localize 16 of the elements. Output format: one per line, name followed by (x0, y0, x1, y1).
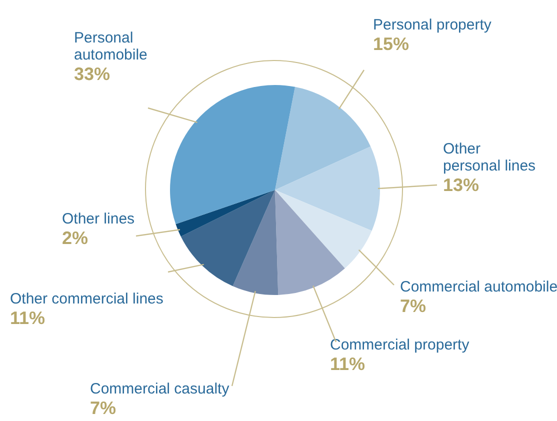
data-label: 11% (10, 308, 46, 328)
data-label: 7% (400, 296, 426, 316)
slice-label: Personal automobile (74, 30, 148, 64)
slice-label: Personal property (373, 16, 492, 34)
data-label: 2% (62, 228, 88, 248)
data-label: 15% (373, 34, 410, 54)
data-label: 7% (90, 398, 116, 418)
slice-label: Other lines (62, 210, 135, 228)
slice-label: Other personal lines (443, 140, 536, 175)
data-label: 33% (74, 64, 110, 84)
slice-label: Commercial automobile (400, 278, 557, 296)
slice-label: Commercial casualty (90, 380, 230, 398)
data-label: 11% (330, 354, 366, 374)
slice-label: Other commercial lines (10, 290, 164, 308)
slice-label: Commercial property (330, 336, 470, 354)
data-label: 13% (443, 174, 480, 195)
